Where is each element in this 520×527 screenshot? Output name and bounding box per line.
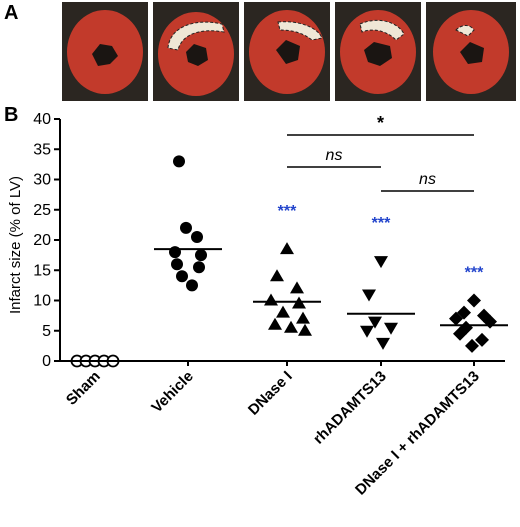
data-point: [169, 246, 181, 259]
significance-label: ***: [278, 203, 297, 220]
x-category-label: Sham: [63, 368, 104, 409]
comparison-label: ns: [326, 147, 343, 164]
data-marks: [61, 155, 508, 368]
panel-label-b: B: [4, 104, 19, 126]
data-point: [290, 281, 304, 294]
data-point: [195, 249, 207, 262]
data-point: [276, 305, 290, 318]
heart-section-photo: [335, 2, 421, 101]
data-point: [360, 325, 374, 338]
data-point: [453, 326, 467, 341]
comparison-label: *: [377, 113, 384, 133]
data-point: [467, 293, 481, 308]
data-point: [191, 230, 203, 243]
y-tick-label: 25: [33, 202, 51, 219]
data-point: [280, 242, 294, 255]
data-point: [298, 323, 312, 336]
data-point: [173, 155, 185, 168]
heart-section-photo: [153, 2, 239, 101]
y-tick-label: 40: [33, 111, 51, 128]
y-axis-title: Infarct size (% of LV): [7, 176, 24, 314]
data-point: [475, 332, 489, 347]
data-point: [376, 337, 390, 350]
data-point: [186, 279, 198, 292]
heart-section-photo: [426, 2, 516, 101]
data-point: [193, 261, 205, 274]
x-category-label: DNase I: [245, 368, 296, 419]
data-point: [180, 221, 192, 234]
panel-label-a: A: [4, 2, 19, 24]
heart-section-photo: [244, 2, 330, 101]
data-point: [384, 322, 398, 335]
y-tick-label: 0: [42, 353, 51, 370]
data-point: [268, 317, 282, 330]
data-point: [374, 256, 388, 269]
x-category-label: Vehicle: [148, 368, 197, 417]
data-point: [176, 270, 188, 283]
data-point: [284, 320, 298, 333]
data-point: [457, 305, 471, 320]
data-point: [171, 258, 183, 271]
heart-section-photo: [62, 2, 148, 101]
comparison-label: ns: [419, 171, 436, 188]
heart-section-photos: [62, 2, 516, 101]
y-tick-label: 15: [33, 262, 51, 279]
significance-label: ***: [465, 265, 484, 282]
data-point: [449, 311, 463, 326]
y-tick-label: 20: [33, 232, 51, 249]
data-point: [465, 338, 479, 353]
y-tick-label: 30: [33, 172, 51, 189]
significance-label: ***: [372, 215, 391, 232]
data-point: [296, 311, 310, 324]
data-point: [368, 316, 382, 329]
y-tick-label: 10: [33, 293, 51, 310]
y-tick-label: 5: [42, 323, 51, 340]
data-point: [264, 293, 278, 306]
x-category-label: rhADAMTS13: [310, 368, 390, 448]
data-point: [362, 289, 376, 302]
data-point: [270, 269, 284, 282]
y-tick-label: 35: [33, 141, 51, 158]
